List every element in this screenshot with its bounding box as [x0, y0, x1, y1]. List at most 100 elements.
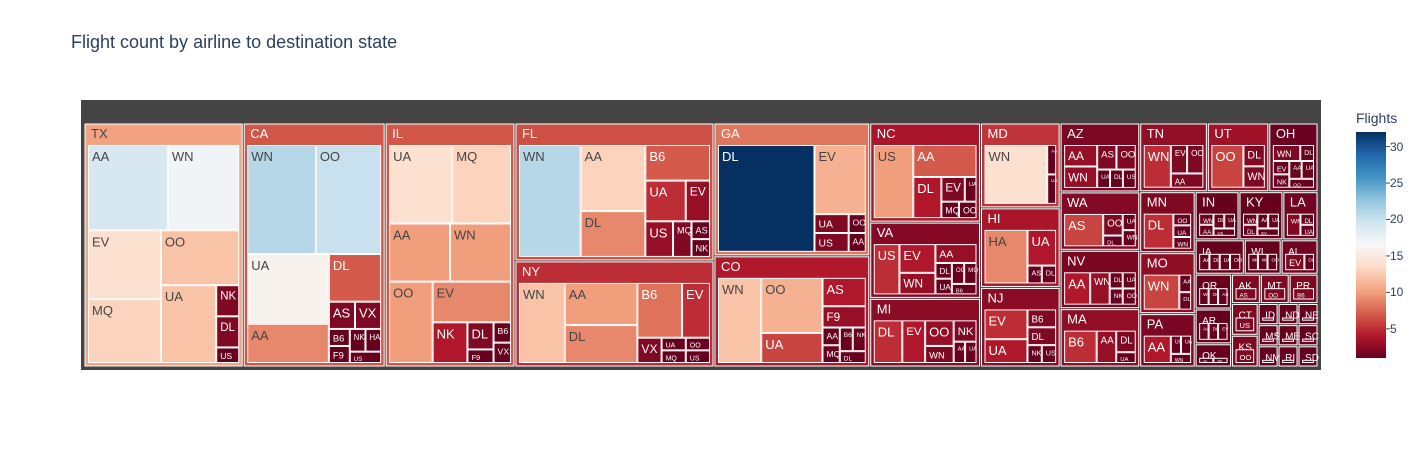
airline-tile-aa[interactable]: AA: [1199, 253, 1211, 271]
airline-tile-ua[interactable]: UA: [1219, 253, 1231, 271]
airline-tile-wn[interactable]: WN: [717, 277, 762, 364]
airline-tile-aa[interactable]: AA: [848, 232, 866, 252]
airline-tile-vx[interactable]: VX: [493, 342, 511, 363]
airline-tile-dl[interactable]: [1262, 338, 1275, 342]
state-nj[interactable]: NJ EV UA B6 DL NK US: [981, 287, 1060, 367]
airline-tile-ev[interactable]: EV: [685, 180, 710, 222]
airline-tile-aa[interactable]: AA: [1096, 330, 1117, 363]
airline-tile-aa[interactable]: AA: [1199, 357, 1214, 363]
airline-tile-oo[interactable]: [1262, 317, 1275, 321]
airline-tile-oo[interactable]: OO: [1103, 213, 1123, 236]
airline-tile-ua[interactable]: UA: [1301, 161, 1315, 179]
airline-tile-aa[interactable]: AA: [1199, 224, 1214, 236]
airline-tile-dl[interactable]: DL: [1143, 213, 1174, 249]
airline-tile-dl[interactable]: DL: [839, 351, 866, 364]
airline-tile-ua[interactable]: UA: [1122, 272, 1136, 289]
airline-tile-ev[interactable]: EV: [984, 309, 1028, 340]
airline-tile-wn[interactable]: WN: [1090, 272, 1111, 305]
airline-tile-aa[interactable]: AA: [822, 327, 840, 346]
airline-tile-aa[interactable]: AA: [1199, 322, 1211, 340]
airline-tile-ev[interactable]: EV: [941, 176, 965, 202]
airline-tile-ev[interactable]: EV: [432, 281, 511, 323]
airline-tile-wn[interactable]: WN: [518, 145, 581, 257]
airline-tile-wn[interactable]: WN: [1243, 213, 1258, 225]
airline-tile-ev[interactable]: [1282, 338, 1295, 342]
airline-tile-aa[interactable]: AA: [1257, 213, 1269, 229]
airline-tile-aa[interactable]: AA: [1064, 272, 1091, 305]
airline-tile-wn[interactable]: WN: [1064, 166, 1098, 188]
airline-tile-ua[interactable]: UA: [984, 339, 1028, 363]
airline-tile-nk[interactable]: NK: [432, 322, 468, 364]
airline-tile-wn[interactable]: WN: [1243, 166, 1265, 188]
airline-tile-b6[interactable]: B6: [1064, 330, 1097, 363]
state-pa[interactable]: PA AA US UA WN: [1140, 314, 1195, 367]
airline-tile-ua[interactable]: UA: [1224, 213, 1236, 229]
airline-tile-dl[interactable]: DL: [1027, 327, 1057, 346]
airline-tile-oo[interactable]: [1282, 317, 1295, 321]
airline-tile-nk[interactable]: NK: [216, 285, 240, 317]
airline-tile-oo[interactable]: [1302, 359, 1315, 363]
state-ky[interactable]: KY WN DL AA UA EV: [1239, 192, 1283, 240]
airline-tile-ua[interactable]: UA: [1047, 174, 1058, 204]
airline-tile-oo[interactable]: OO: [761, 277, 823, 333]
state-ut[interactable]: UT OO DL WN: [1207, 123, 1269, 192]
airline-tile-dl[interactable]: DL: [467, 322, 494, 350]
airline-tile-ev[interactable]: EV: [1285, 253, 1305, 271]
airline-tile-b6[interactable]: B6: [1027, 309, 1057, 328]
airline-tile-dl[interactable]: DL: [1209, 253, 1220, 271]
airline-tile-wn[interactable]: WN: [1286, 213, 1302, 236]
airline-tile-oo[interactable]: OO: [1235, 349, 1255, 364]
airline-tile-as[interactable]: AS: [691, 221, 710, 240]
airline-tile-dl[interactable]: DL: [1300, 213, 1315, 225]
airline-tile-dl[interactable]: DL: [873, 320, 903, 363]
airline-tile-dl[interactable]: DL: [1116, 330, 1136, 353]
airline-tile-ev[interactable]: EV: [1272, 161, 1290, 175]
state-il[interactable]: IL UA MQ AA WN OO EV NK DL F9 B6 VX: [385, 123, 515, 367]
airline-tile-aa[interactable]: AA: [564, 282, 638, 326]
airline-tile-ua[interactable]: UA: [1116, 352, 1136, 363]
state-ms[interactable]: MS: [1258, 325, 1280, 346]
state-md[interactable]: MD WN AA UA: [981, 123, 1060, 208]
airline-tile-aa[interactable]: AA: [88, 145, 168, 231]
airline-tile-oo[interactable]: OO: [685, 337, 710, 351]
airline-tile-f9[interactable]: F9: [822, 306, 866, 328]
state-mo[interactable]: MO WN AA DL: [1140, 253, 1195, 314]
airline-tile-ev[interactable]: EV: [1257, 228, 1279, 236]
airline-tile-oo[interactable]: [1262, 359, 1275, 363]
airline-tile-ua[interactable]: UA: [1173, 225, 1192, 238]
airline-tile-dl[interactable]: DL: [1110, 169, 1123, 188]
airline-tile-wn[interactable]: WN: [1170, 353, 1192, 364]
airline-tile-ua[interactable]: UA: [661, 337, 686, 351]
airline-tile-us[interactable]: US: [873, 244, 900, 295]
airline-tile-dl[interactable]: DL: [1213, 213, 1224, 229]
airline-tile-dl[interactable]: DL: [935, 262, 952, 279]
airline-tile-dl[interactable]: DL: [1304, 253, 1315, 271]
state-ga[interactable]: GA DL EV UA US OO AA: [714, 123, 870, 256]
airline-tile-ha[interactable]: HA: [365, 328, 382, 352]
airline-tile-b6[interactable]: B6: [839, 327, 853, 352]
airline-tile-mq[interactable]: MQ: [452, 145, 511, 224]
airline-tile-wn[interactable]: WN: [925, 345, 954, 364]
state-az[interactable]: AZ AA WN AS OO UA DL US: [1060, 123, 1140, 192]
airline-tile-us[interactable]: US: [1041, 345, 1057, 363]
airline-tile-oo[interactable]: OO: [1229, 253, 1242, 271]
state-nm[interactable]: NM: [1258, 346, 1281, 367]
airline-tile-aa[interactable]: AA: [1143, 335, 1171, 363]
airline-tile-wn[interactable]: WN: [1257, 253, 1270, 271]
airline-tile-b6[interactable]: B6: [493, 322, 511, 343]
airline-tile-us[interactable]: US: [216, 347, 240, 363]
airline-tile-vx[interactable]: VX: [637, 337, 662, 363]
airline-tile-ev[interactable]: EV: [88, 230, 161, 300]
state-fl[interactable]: FL WN AA DL B6 UA EV US MQ AS NK: [515, 123, 714, 261]
airline-tile-wn[interactable]: WN: [899, 272, 936, 295]
state-va[interactable]: VA US EV WN AA DL UA OO MQ B6: [870, 222, 981, 298]
airline-tile-aa[interactable]: AA: [935, 244, 977, 263]
airline-tile-oo[interactable]: OO: [1187, 145, 1204, 174]
airline-tile-dl[interactable]: DL: [564, 325, 638, 364]
